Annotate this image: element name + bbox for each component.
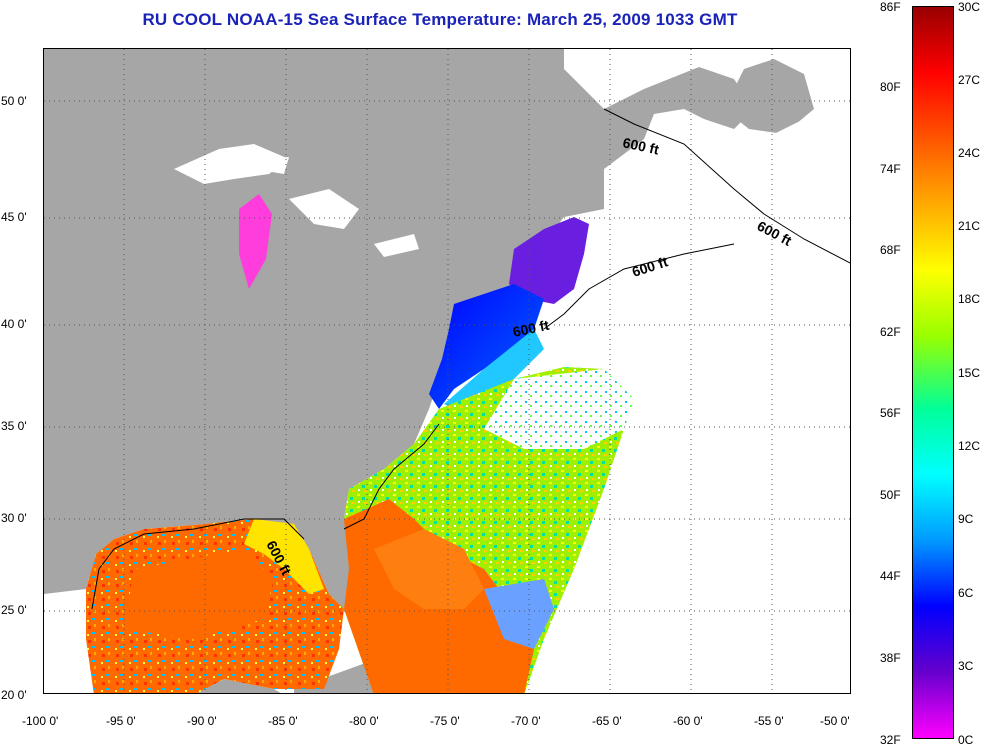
y-tick-label: 50 0'	[1, 94, 27, 108]
y-tick-label: 35 0'	[1, 419, 27, 433]
colorbar-c-label: 27C	[958, 73, 981, 87]
colorbar-c-label: 24C	[958, 146, 981, 160]
temperature-colorbar	[912, 6, 954, 739]
depth-contour-600ft	[91, 108, 850, 610]
colorbar-f-label: 56F	[880, 406, 901, 420]
colorbar-f-label: 86F	[880, 0, 901, 14]
colorbar-f-label: 68F	[880, 243, 901, 257]
y-tick-label: 40 0'	[1, 317, 27, 331]
gulf-of-maine-cold	[509, 217, 589, 304]
sst-map-canvas: 600 ft 600 ft 600 ft 600 ft 600 ft	[44, 49, 850, 693]
colorbar-c-label: 30C	[958, 0, 981, 14]
colorbar-c-label: 21C	[958, 219, 981, 233]
colorbar-c-label: 15C	[958, 366, 981, 380]
x-tick-label: -50 0'	[820, 714, 850, 728]
map-title: RU COOL NOAA-15 Sea Surface Temperature:…	[142, 10, 738, 29]
x-tick-label: -55 0'	[754, 714, 784, 728]
x-tick-label: -70 0'	[511, 714, 541, 728]
land-mass	[44, 49, 850, 693]
contour-label-1: 600 ft	[621, 134, 660, 157]
x-tick-label: -95 0'	[106, 714, 136, 728]
colorbar-f-label: 80F	[880, 80, 901, 94]
x-tick-label: -85 0'	[268, 714, 298, 728]
colorbar-c-label: 3C	[958, 659, 974, 673]
colorbar-c-label: 6C	[958, 586, 974, 600]
y-tick-label: 30 0'	[1, 511, 27, 525]
colorbar-f-label: 74F	[880, 162, 901, 176]
no-data-region	[604, 209, 850, 693]
colorbar-f-label: 62F	[880, 325, 901, 339]
colorbar-f-label: 38F	[880, 651, 901, 665]
colorbar-c-label: 18C	[958, 292, 981, 306]
sst-map: 600 ft 600 ft 600 ft 600 ft 600 ft	[43, 48, 851, 694]
colorbar-f-label: 44F	[880, 569, 901, 583]
colorbar-f-label: 50F	[880, 488, 901, 502]
y-tick-label: 20 0'	[1, 688, 27, 702]
x-tick-label: -90 0'	[187, 714, 217, 728]
shelf-cold-water	[429, 284, 544, 409]
colorbar-f-label: 32F	[880, 733, 901, 747]
colorbar-c-label: 0C	[958, 733, 974, 747]
x-tick-label: -60 0'	[673, 714, 703, 728]
colorbar-c-label: 12C	[958, 439, 981, 453]
x-tick-label: -65 0'	[592, 714, 622, 728]
great-lakes	[174, 144, 419, 289]
contour-label-4: 600 ft	[511, 317, 550, 340]
x-tick-label: -80 0'	[349, 714, 379, 728]
y-tick-label: 25 0'	[1, 603, 27, 617]
x-tick-label: -100 0'	[22, 714, 59, 728]
y-tick-label: 45 0'	[1, 210, 27, 224]
x-tick-label: -75 0'	[430, 714, 460, 728]
colorbar-c-label: 9C	[958, 512, 974, 526]
